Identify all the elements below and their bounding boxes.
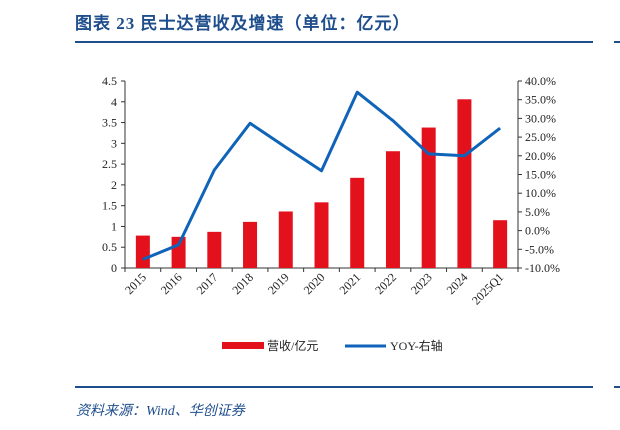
- legend-bar-swatch: [222, 342, 264, 349]
- bar-2018: [243, 221, 258, 268]
- footer-rule: [75, 386, 593, 388]
- x-tick-label: 2021: [336, 270, 363, 297]
- left-tick-label: 1: [111, 219, 117, 233]
- right-tick-label: 30.0%: [525, 111, 556, 125]
- next-panel-rule: [614, 41, 620, 43]
- x-tick-label: 2019: [265, 270, 292, 297]
- left-tick-label: 4.5: [102, 74, 117, 88]
- right-tick-label: 5.0%: [525, 205, 550, 219]
- right-tick-label: 40.0%: [525, 74, 556, 88]
- page-title: 图表 23 民士达营收及增速（单位：亿元）: [75, 14, 411, 33]
- x-tick-label: 2020: [301, 270, 328, 297]
- source-note: 资料来源：Wind、华创证券: [76, 404, 245, 419]
- bar-2015: [135, 235, 150, 268]
- left-tick-label: 0: [111, 261, 117, 275]
- left-tick-label: 2.5: [102, 157, 117, 171]
- x-tick-label: 2025Q1: [469, 270, 506, 307]
- x-tick-label: 2018: [229, 270, 256, 297]
- x-tick-label: 2024: [444, 270, 471, 297]
- x-tick-label: 2023: [408, 270, 435, 297]
- next-footer-rule: [614, 386, 620, 388]
- right-tick-label: 0.0%: [525, 224, 550, 238]
- left-tick-label: 2: [111, 178, 117, 192]
- left-tick-label: 4: [111, 95, 117, 109]
- right-tick-label: -5.0%: [525, 242, 554, 256]
- x-tick-label: 2015: [122, 270, 149, 297]
- bar-2025Q1: [493, 220, 508, 268]
- bar-2022: [385, 151, 400, 268]
- right-tick-label: 20.0%: [525, 149, 556, 163]
- bar-2021: [350, 177, 365, 268]
- bar-2024: [457, 99, 472, 268]
- bar-2020: [314, 202, 329, 268]
- left-tick-label: 1.5: [102, 199, 117, 213]
- x-tick-label: 2022: [372, 270, 399, 297]
- bar-2017: [207, 231, 222, 268]
- right-tick-label: 35.0%: [525, 93, 556, 107]
- right-tick-label: 25.0%: [525, 130, 556, 144]
- right-tick-label: 15.0%: [525, 168, 556, 182]
- legend-bar-label: 营收/亿元: [267, 338, 318, 353]
- right-tick-label: -10.0%: [525, 261, 560, 275]
- legend-line-label: YOY-右轴: [390, 338, 443, 353]
- bar-2023: [421, 127, 436, 268]
- bar-2019: [278, 211, 293, 268]
- title-rule: [75, 41, 593, 43]
- left-tick-label: 0.5: [102, 240, 117, 254]
- right-tick-label: 10.0%: [525, 186, 556, 200]
- left-tick-label: 3: [111, 136, 117, 150]
- x-tick-label: 2017: [194, 270, 221, 297]
- legend: 营收/亿元 YOY-右轴: [222, 338, 443, 353]
- left-tick-label: 3.5: [102, 116, 117, 130]
- x-tick-label: 2016: [158, 270, 185, 297]
